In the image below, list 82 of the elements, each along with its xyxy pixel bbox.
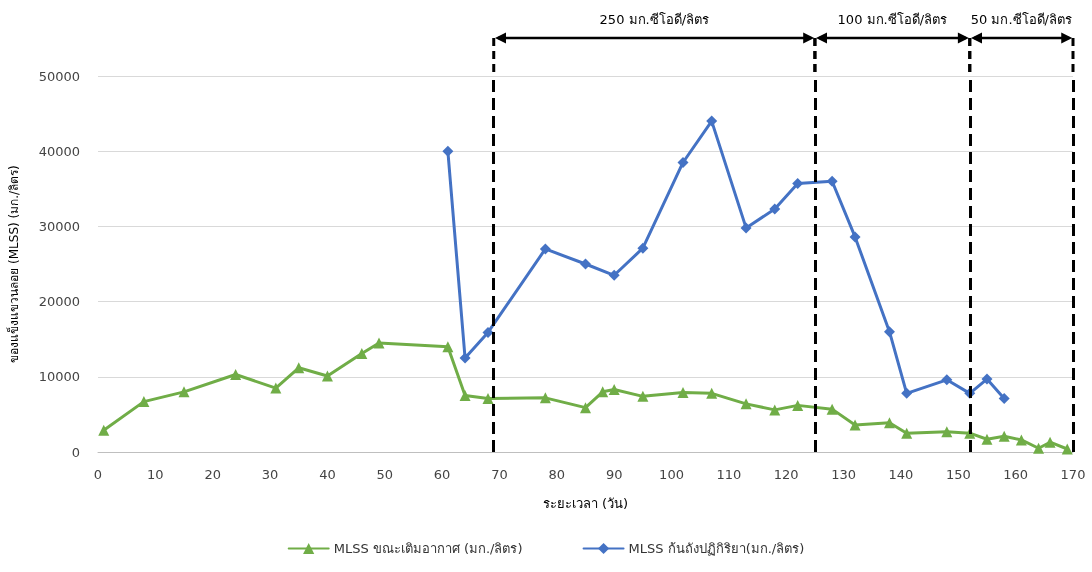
text: 100 มก.ซีโอดี/ลิตร [837,12,948,27]
point [98,424,110,436]
x-tick-label: 0 [93,467,103,482]
point [178,386,190,398]
point [706,115,718,127]
point [1061,443,1073,455]
point [356,347,368,359]
y-tick-label: 40000 [38,143,80,159]
x-tick-label: 110 [716,467,742,482]
y-axis-title: ของแข็งแขวนลอย (MLSS) (มก./ลิตร) [6,165,21,363]
point [981,373,993,385]
point [580,258,591,270]
point [1015,434,1027,446]
x-axis-title: ระยะเวลา (วัน) [542,496,629,511]
point [826,403,838,415]
point [637,390,649,402]
point [901,427,913,439]
point [482,393,494,405]
x-tick-label: 20 [204,467,221,482]
point [998,393,1010,405]
point [539,243,551,255]
point [293,362,305,374]
point [442,145,454,157]
point [849,231,861,243]
y-tick-label: 20000 [38,294,80,310]
x-tick-label: 160 [1003,467,1029,482]
y-tick-label: 50000 [38,68,80,84]
point [459,390,471,402]
point [883,326,895,338]
point [792,178,804,190]
x-tick-label: 100 [659,467,684,482]
x-tick-label: 140 [888,467,914,482]
point [373,337,385,349]
text: 250 มก.ซีโอดี/ลิตร [599,12,710,27]
point [883,417,895,429]
legend-label: MLSS ขณะเติมอากาศ (มก./ลิตร) [333,541,523,556]
point [580,402,591,414]
point [769,203,781,215]
x-tick-label: 60 [433,467,451,482]
legend-label: MLSS ก้นถังปฏิกิริยา(มก./ลิตร) [628,541,805,556]
x-tick-label: 150 [945,467,971,482]
point [442,341,454,353]
y-tick-label: 10000 [38,369,80,385]
x-tick-label: 130 [831,467,856,482]
point [482,326,494,338]
x-tick-label: 50 [376,467,394,482]
point [138,396,150,408]
point [941,426,953,438]
x-tick-label: 90 [605,467,623,482]
x-tick-label: 70 [491,467,508,482]
point [608,269,620,281]
point [459,352,471,364]
point [677,387,689,399]
point [230,369,242,381]
point [677,156,689,168]
point [981,433,993,445]
point [941,374,953,386]
point [901,387,913,399]
point [608,384,620,396]
point [539,392,551,404]
y-tick-label: 30000 [38,218,80,234]
x-tick-label: 80 [548,467,566,482]
point [1033,442,1045,454]
point [321,370,333,382]
x-tick-label: 170 [1060,467,1086,482]
point [998,430,1010,442]
point [740,222,752,234]
point [270,382,282,394]
point [1044,436,1056,448]
point [597,386,609,398]
point [769,404,781,416]
x-tick-label: 120 [773,467,799,482]
point [849,419,861,431]
x-tick-label: 30 [261,467,279,482]
point [740,398,752,410]
point [706,387,718,399]
x-tick-label: 10 [147,467,164,482]
point [792,399,804,411]
text: 50 มก.ซีโอดี/ลิตร [970,12,1072,27]
y-tick-label: 0 [71,444,80,460]
point [637,242,649,254]
x-tick-label: 40 [319,467,336,482]
